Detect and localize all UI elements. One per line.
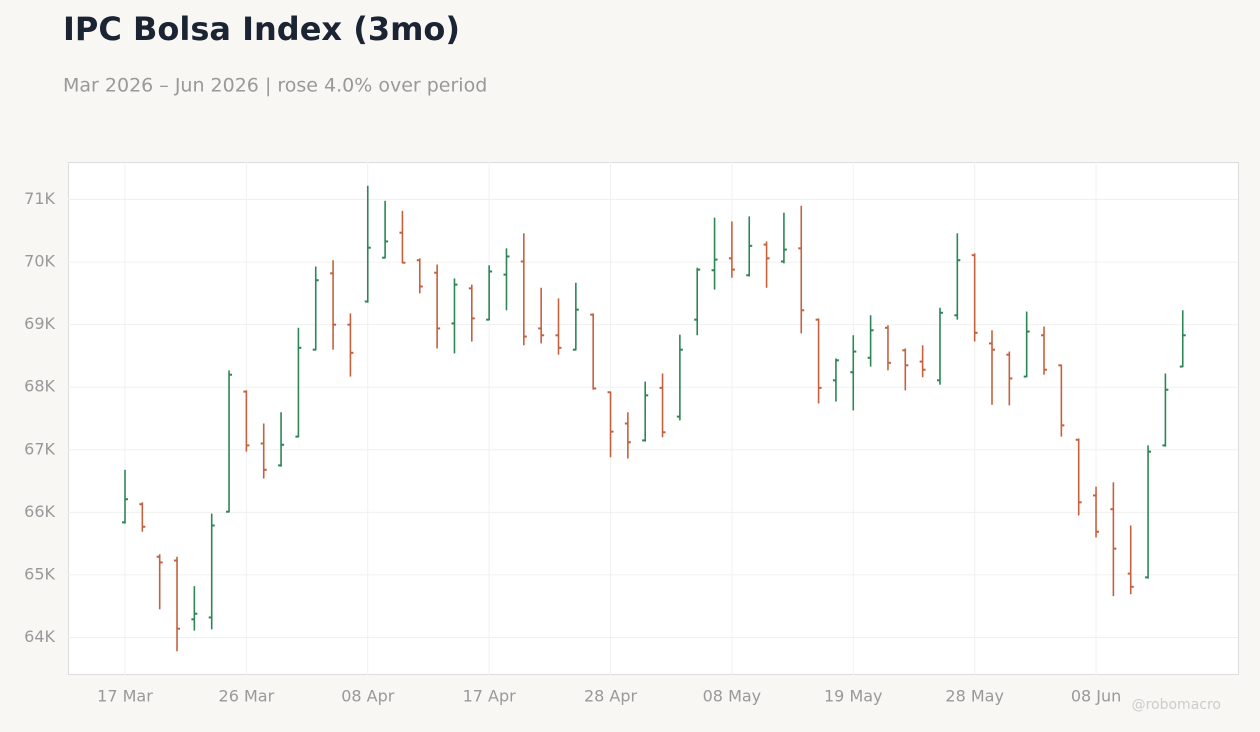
- y-tick-label: 71K: [24, 189, 55, 208]
- y-tick-label: 70K: [24, 252, 55, 271]
- y-tick-label: 64K: [24, 627, 55, 646]
- y-tick-label: 67K: [24, 439, 55, 458]
- chart-title: IPC Bolsa Index (3mo): [63, 10, 460, 48]
- x-tick-label: 08 Jun: [1071, 687, 1121, 706]
- x-tick-label: 28 May: [945, 687, 1004, 706]
- watermark: @robomacro: [1132, 697, 1221, 713]
- x-tick-label: 26 Mar: [219, 687, 275, 706]
- x-tick-label: 19 May: [824, 687, 883, 706]
- y-tick-label: 69K: [24, 314, 55, 333]
- plot-area: [68, 162, 1239, 675]
- x-tick-label: 28 Apr: [584, 687, 638, 706]
- x-tick-label: 17 Mar: [97, 687, 153, 706]
- y-tick-label: 66K: [24, 502, 55, 521]
- y-tick-label: 68K: [24, 377, 55, 396]
- x-tick-label: 08 May: [703, 687, 762, 706]
- x-tick-label: 17 Apr: [463, 687, 517, 706]
- chart-subtitle: Mar 2026 – Jun 2026 | rose 4.0% over per…: [63, 75, 487, 97]
- x-tick-label: 08 Apr: [341, 687, 395, 706]
- y-tick-label: 65K: [24, 564, 55, 583]
